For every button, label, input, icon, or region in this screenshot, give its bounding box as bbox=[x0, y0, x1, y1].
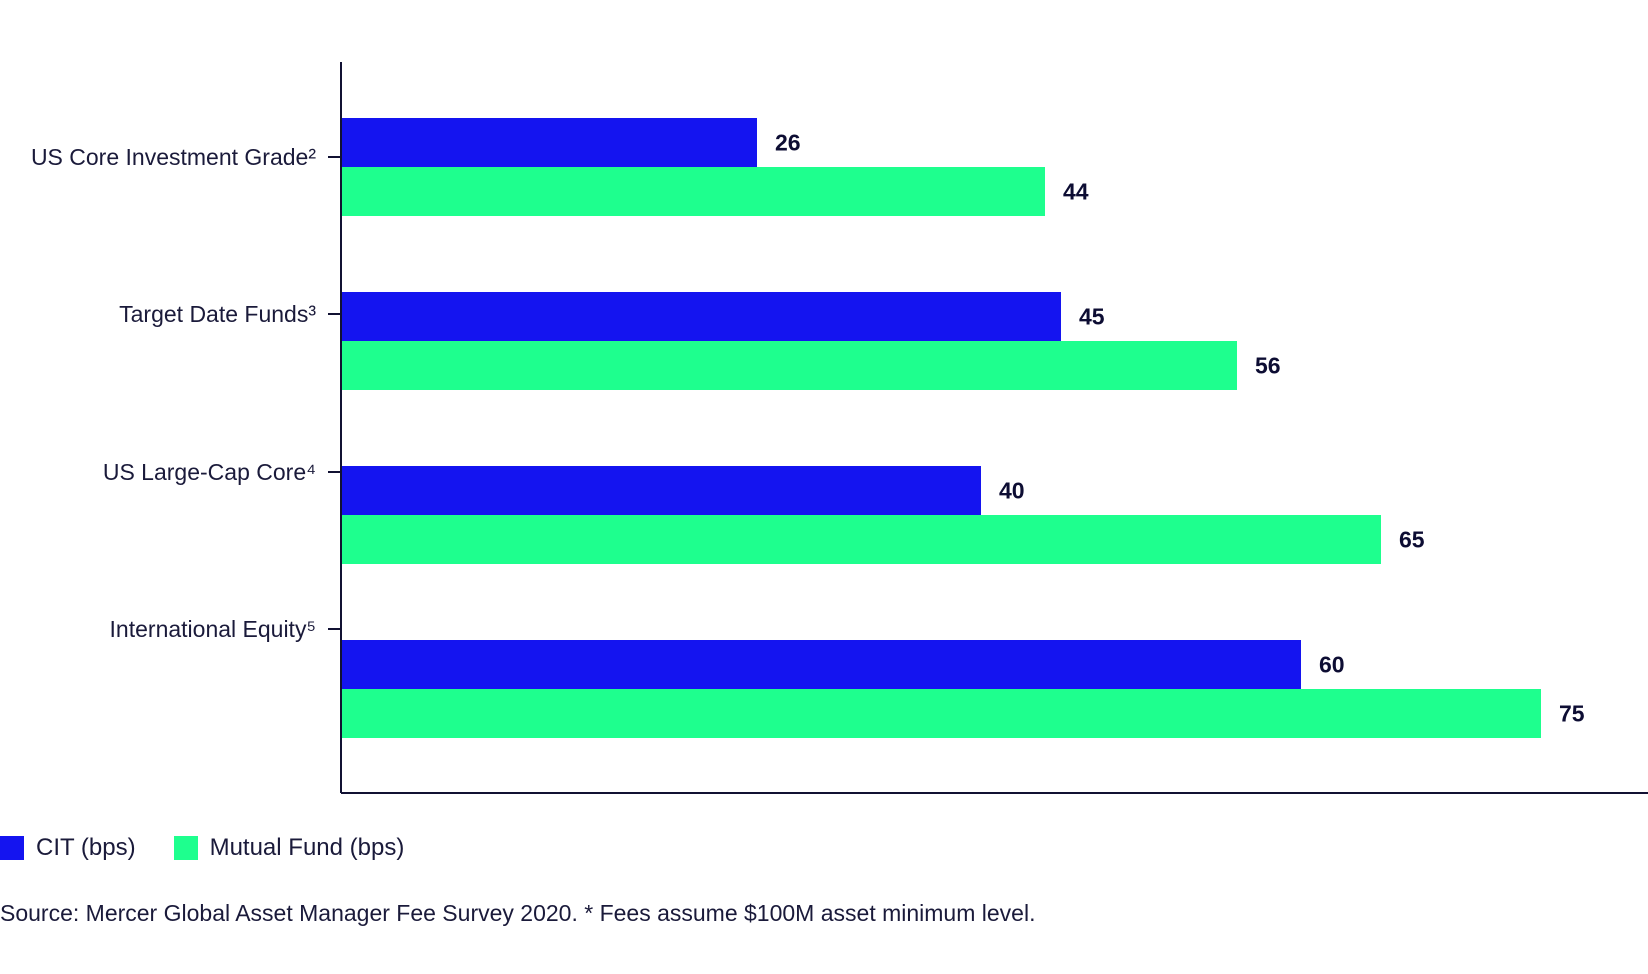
value-label: 56 bbox=[1255, 353, 1281, 379]
bar-chart: US Core Investment Grade² Target Date Fun… bbox=[31, 62, 1648, 794]
bar-mutual-fund-bps-international-equity bbox=[341, 689, 1541, 738]
value-labels-group: 26 44 45 56 40 65 60 75 bbox=[775, 130, 1585, 727]
legend-swatch-cit bbox=[0, 836, 24, 860]
bar-mutual-fund-bps-target-date-funds bbox=[341, 341, 1237, 390]
legend-item-mutual-fund: Mutual Fund (bps) bbox=[173, 834, 405, 862]
bar-cit-bps-target-date-funds bbox=[341, 292, 1061, 341]
legend: CIT (bps) Mutual Fund (bps) bbox=[0, 832, 442, 864]
bar-cit-bps-us-large-cap-core bbox=[341, 466, 981, 515]
source-note: Source: Mercer Global Asset Manager Fee … bbox=[0, 900, 1036, 926]
category-label-us-large-cap-core: US Large-Cap Core⁴ bbox=[103, 459, 316, 485]
value-label: 44 bbox=[1063, 179, 1089, 205]
value-label: 40 bbox=[999, 478, 1025, 504]
category-label-target-date-funds: Target Date Funds³ bbox=[119, 301, 316, 327]
legend-label-mutual-fund: Mutual Fund (bps) bbox=[209, 834, 405, 861]
legend-item-cit: CIT (bps) bbox=[0, 834, 136, 862]
value-label: 26 bbox=[775, 130, 801, 156]
category-label-us-core-investment-grade: US Core Investment Grade² bbox=[31, 144, 316, 170]
category-ticks-group bbox=[328, 156, 341, 630]
value-label: 60 bbox=[1319, 652, 1345, 678]
bars-group bbox=[341, 118, 1541, 738]
value-label: 65 bbox=[1399, 527, 1425, 553]
bar-cit-bps-us-core-investment-grade bbox=[341, 118, 757, 167]
legend-swatch-mutual-fund bbox=[173, 836, 198, 860]
bar-mutual-fund-bps-us-core-investment-grade bbox=[341, 167, 1045, 216]
value-label: 75 bbox=[1559, 701, 1585, 727]
bar-cit-bps-international-equity bbox=[341, 640, 1301, 689]
category-labels-group: US Core Investment Grade² Target Date Fun… bbox=[31, 144, 316, 642]
category-label-international-equity: International Equity⁵ bbox=[110, 616, 316, 642]
legend-label-cit: CIT (bps) bbox=[36, 834, 136, 861]
value-label: 45 bbox=[1079, 304, 1105, 330]
bar-mutual-fund-bps-us-large-cap-core bbox=[341, 515, 1381, 564]
